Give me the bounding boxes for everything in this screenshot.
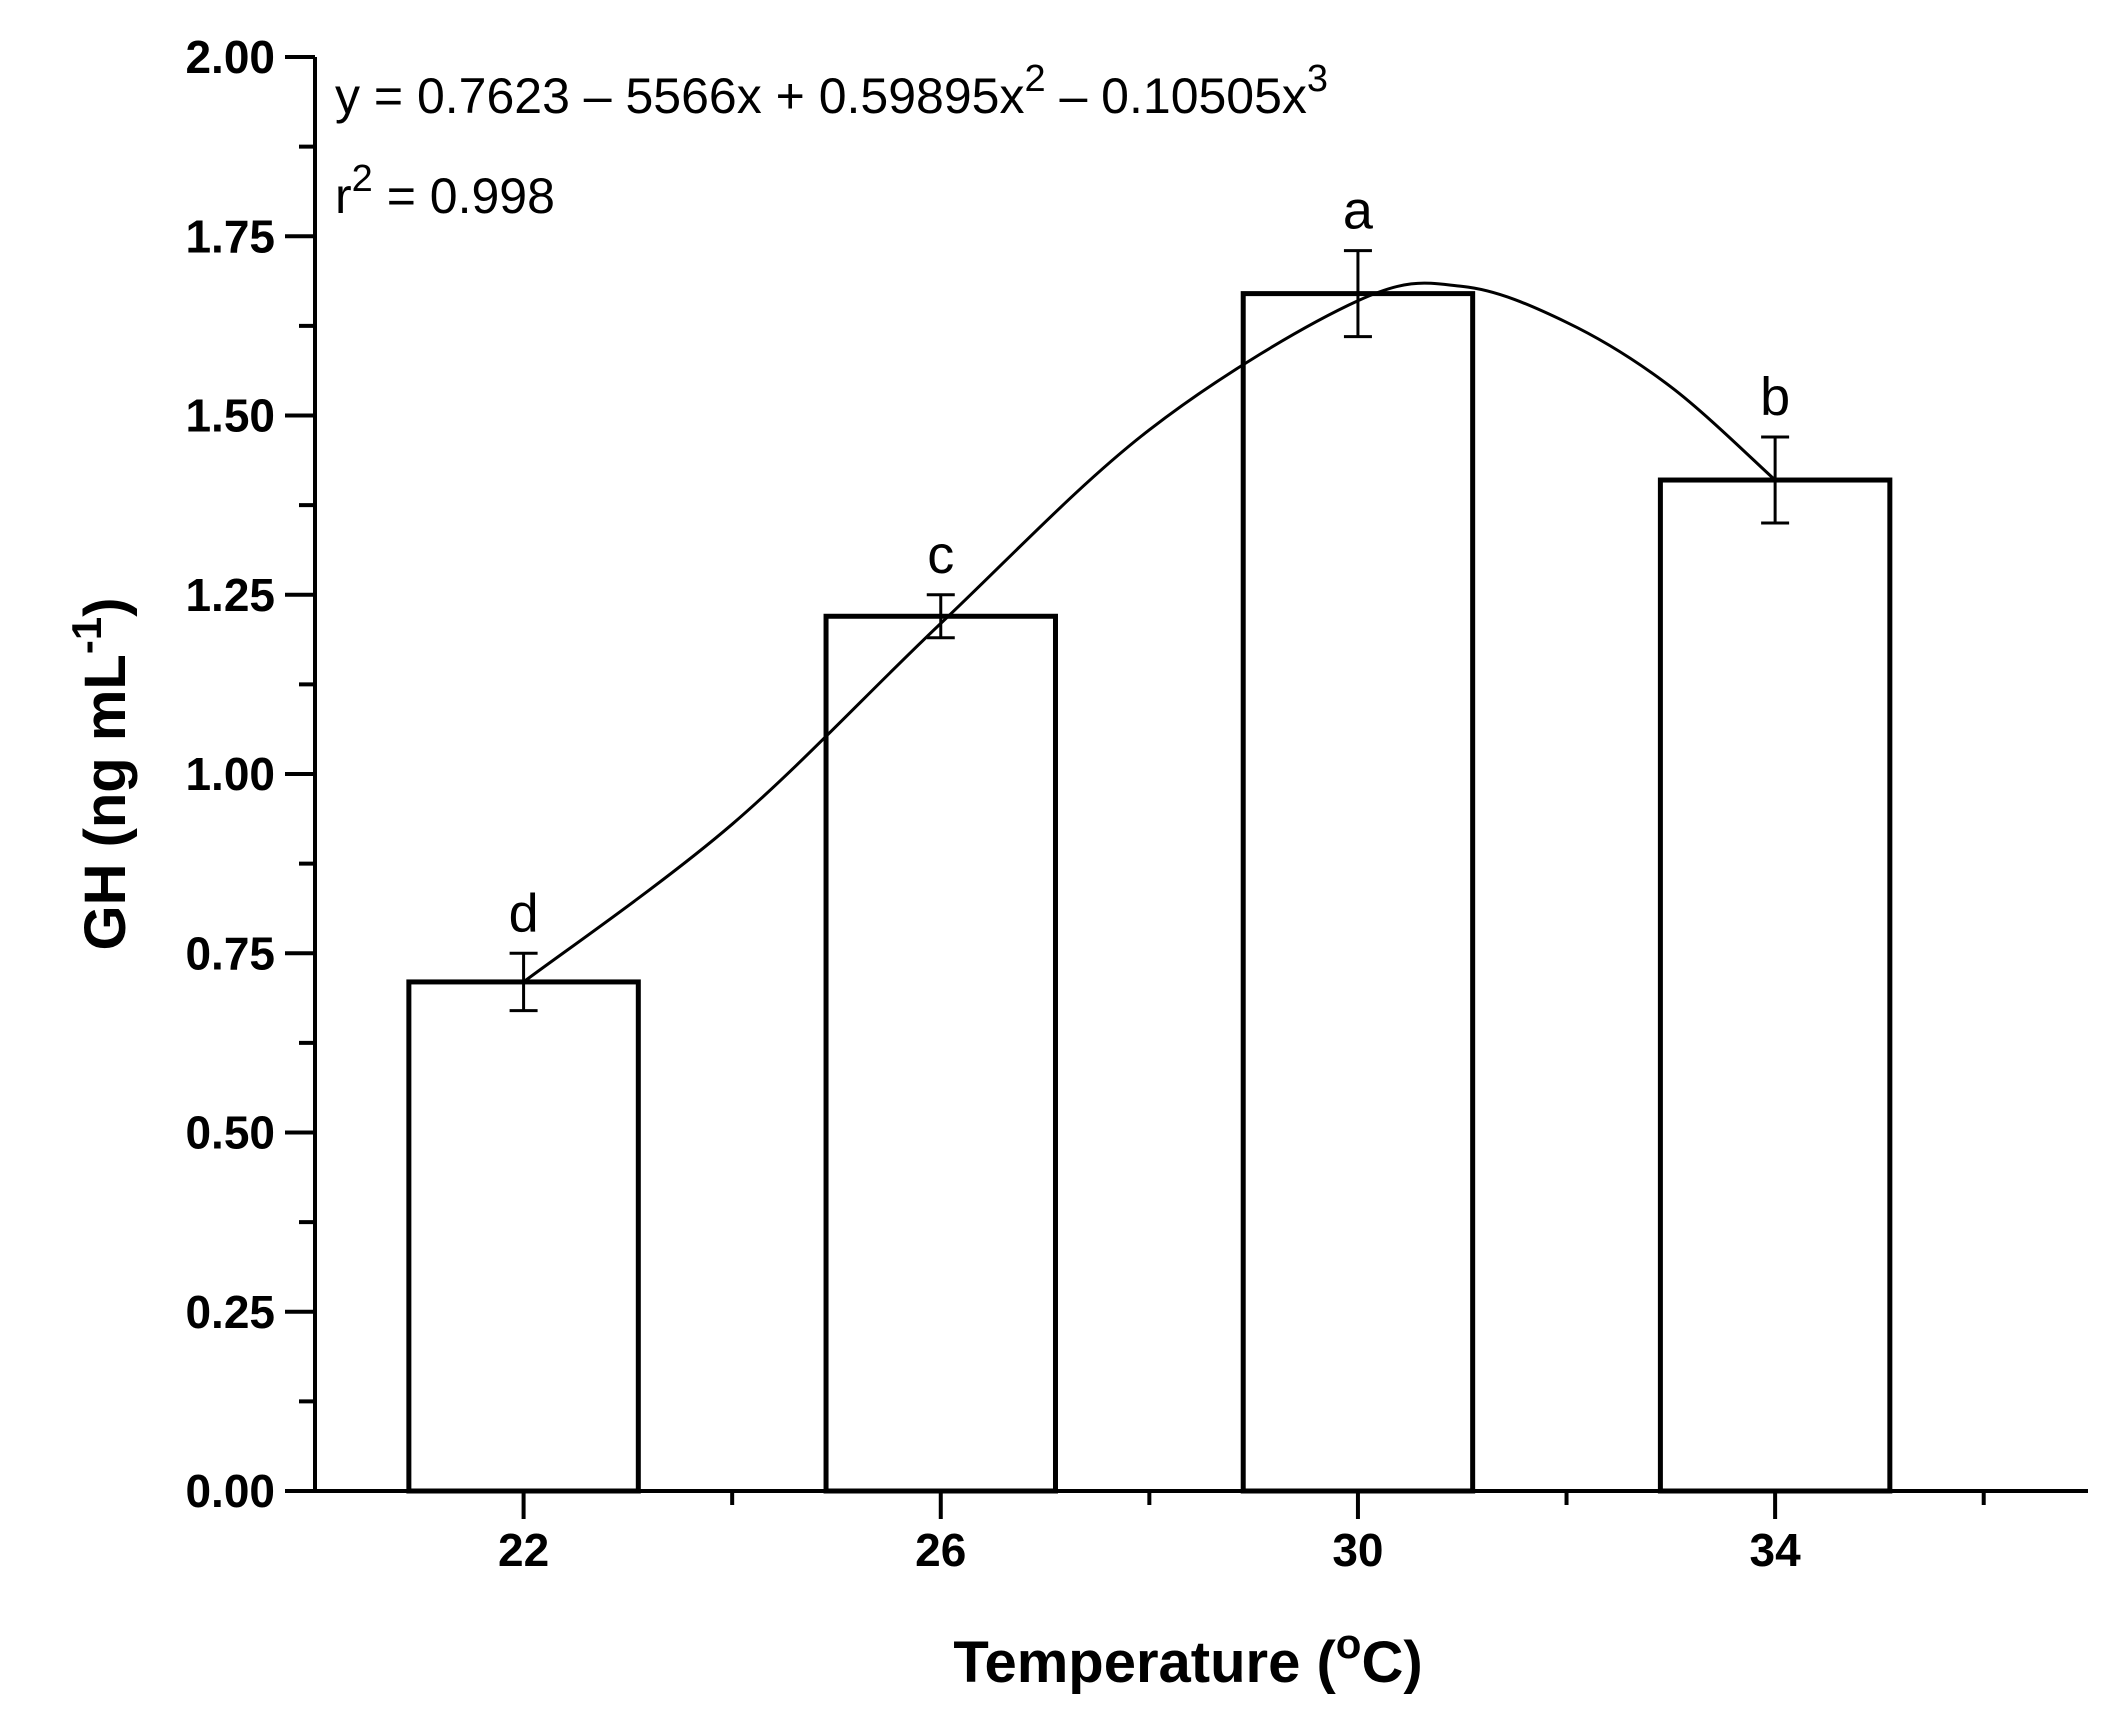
x-axis-title-sup: o bbox=[1336, 1620, 1362, 1667]
fit-equation-sup2: 3 bbox=[1307, 58, 1328, 100]
fit-r2-sup: 2 bbox=[352, 158, 373, 200]
x-axis-title-tail: C) bbox=[1361, 1630, 1422, 1695]
error-bars-group bbox=[509, 249, 1790, 1013]
x-tick-label: 34 bbox=[1750, 1524, 1802, 1576]
y-axis-title: GH (ng mL-1) bbox=[63, 597, 138, 950]
fit-r2: r2 = 0.998 bbox=[335, 158, 555, 224]
y-axis-title-sup: -1 bbox=[63, 617, 110, 654]
bars-group bbox=[406, 291, 1893, 1494]
y-axis-ticks: 0.00 0.25 0.50 0.75 1.00 1.25 1.50 1.75 2.00 bbox=[185, 31, 315, 1517]
y-tick-label: 1.25 bbox=[185, 569, 275, 621]
y-axis-title-tail: ) bbox=[73, 597, 138, 616]
bar bbox=[823, 613, 1058, 1494]
y-tick-label: 0.00 bbox=[185, 1465, 275, 1517]
significance-letter: d bbox=[509, 883, 539, 943]
fit-equation-sup1: 2 bbox=[1024, 58, 1045, 100]
x-axis-ticks: 22 26 30 34 bbox=[498, 1491, 1986, 1576]
fit-curve bbox=[522, 281, 1777, 984]
y-tick-label: 2.00 bbox=[185, 31, 275, 83]
bar bbox=[1657, 477, 1893, 1494]
fit-equation: y = 0.7623 – 5566x + 0.59895x2 – 0.10505… bbox=[335, 58, 1328, 124]
x-tick-label: 30 bbox=[1332, 1524, 1383, 1576]
bar bbox=[1240, 291, 1476, 1494]
fit-r2-value: = 0.998 bbox=[373, 168, 555, 224]
significance-letter: b bbox=[1760, 367, 1790, 427]
fit-equation-mid: – 0.10505x bbox=[1046, 68, 1307, 124]
x-tick-label: 22 bbox=[498, 1524, 549, 1576]
y-tick-label: 1.00 bbox=[185, 748, 275, 800]
y-tick-label: 1.75 bbox=[185, 210, 275, 262]
significance-letter: c bbox=[927, 525, 954, 585]
x-axis-title: Temperature (oC) bbox=[953, 1620, 1422, 1695]
y-axis-title-main: GH (ng mL bbox=[73, 654, 138, 950]
y-tick-label: 0.50 bbox=[185, 1107, 275, 1159]
y-tick-label: 1.50 bbox=[185, 390, 275, 442]
significance-letters: d c a b bbox=[509, 181, 1791, 944]
x-tick-label: 26 bbox=[915, 1524, 966, 1576]
y-tick-label: 0.25 bbox=[185, 1286, 275, 1338]
y-tick-label: 0.75 bbox=[185, 927, 275, 979]
significance-letter: a bbox=[1343, 181, 1374, 241]
fit-equation-main: y = 0.7623 – 5566x + 0.59895x bbox=[335, 68, 1024, 124]
fit-r2-label: r bbox=[335, 168, 352, 224]
x-axis-title-main: Temperature ( bbox=[953, 1630, 1336, 1695]
bar bbox=[406, 979, 641, 1494]
